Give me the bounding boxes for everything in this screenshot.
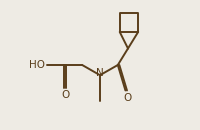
- Text: O: O: [61, 90, 69, 100]
- Text: HO: HO: [29, 60, 45, 70]
- Text: N: N: [96, 68, 104, 78]
- Text: O: O: [123, 93, 131, 103]
